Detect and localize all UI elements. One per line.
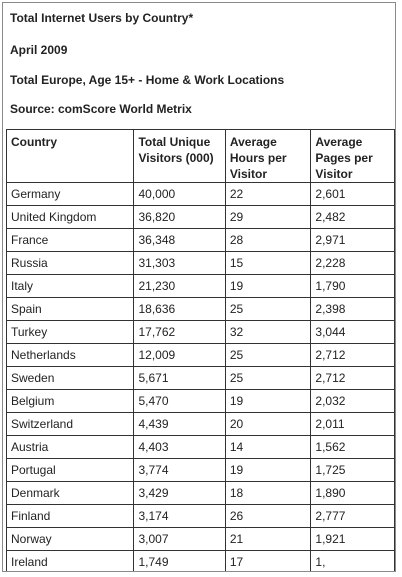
cell-country: Netherlands (5, 343, 135, 367)
cell-country: Russia (5, 251, 135, 275)
cell-hours: 21 (224, 527, 312, 551)
cell-country: Spain (5, 297, 135, 321)
report-source: Source: comScore World Metrix (10, 102, 192, 116)
cell-pages: 2,228 (310, 251, 395, 275)
cell-country: Sweden (5, 366, 135, 390)
table-row: Spain 18,636 25 2,398 (5, 297, 395, 321)
report-title: Total Internet Users by Country* (10, 11, 194, 25)
table-row: United Kingdom 36,820 29 2,482 (5, 205, 395, 229)
cell-country: Italy (5, 274, 135, 298)
column-header-hours: Average Hours per Visitor (224, 129, 312, 183)
cell-visitors: 36,348 (133, 228, 226, 252)
cell-pages: 2,777 (310, 504, 395, 528)
cell-visitors: 18,636 (133, 297, 226, 321)
cell-pages: 2,398 (310, 297, 395, 321)
cell-pages: 2,601 (310, 182, 395, 206)
cell-pages: 1,725 (310, 458, 395, 482)
cell-pages: 1,562 (310, 435, 395, 459)
table-row: Austria 4,403 14 1,562 (5, 435, 395, 459)
cell-country: France (5, 228, 135, 252)
cell-pages: 1,921 (310, 527, 395, 551)
cell-hours: 17 (224, 550, 312, 571)
cell-country: United Kingdom (5, 205, 135, 229)
table-row: Italy 21,230 19 1,790 (5, 274, 395, 298)
cell-country: Austria (5, 435, 135, 459)
table-row: France 36,348 28 2,971 (5, 228, 395, 252)
cell-pages: 1,890 (310, 481, 395, 505)
cell-visitors: 21,230 (133, 274, 226, 298)
cell-visitors: 12,009 (133, 343, 226, 367)
column-header-visitors: Total Unique Visitors (000) (133, 129, 226, 183)
cell-pages: 2,712 (310, 343, 395, 367)
cell-visitors: 17,762 (133, 320, 226, 344)
cell-visitors: 4,439 (133, 412, 226, 436)
cell-visitors: 3,774 (133, 458, 226, 482)
cell-visitors: 31,303 (133, 251, 226, 275)
table-row: Belgium 5,470 19 2,032 (5, 389, 395, 413)
visitors-table: Country Total Unique Visitors (000) Aver… (5, 129, 395, 571)
cell-pages: 2,971 (310, 228, 395, 252)
cell-pages: 2,032 (310, 389, 395, 413)
cell-visitors: 5,470 (133, 389, 226, 413)
table-row: Switzerland 4,439 20 2,011 (5, 412, 395, 436)
cell-country: Germany (5, 182, 135, 206)
cell-visitors: 1,749 (133, 550, 226, 571)
document-frame: Total Internet Users by Country* April 2… (2, 2, 396, 572)
cell-country: Finland (5, 504, 135, 528)
cell-hours: 32 (224, 320, 312, 344)
cell-visitors: 3,174 (133, 504, 226, 528)
cell-pages: 3,044 (310, 320, 395, 344)
cell-hours: 19 (224, 389, 312, 413)
table-row: Russia 31,303 15 2,228 (5, 251, 395, 275)
report-scope: Total Europe, Age 15+ - Home & Work Loca… (10, 73, 285, 87)
cell-hours: 25 (224, 366, 312, 390)
cell-pages: 1,790 (310, 274, 395, 298)
cell-hours: 28 (224, 228, 312, 252)
cell-visitors: 40,000 (133, 182, 226, 206)
table-row: Netherlands 12,009 25 2,712 (5, 343, 395, 367)
cell-country: Belgium (5, 389, 135, 413)
cell-hours: 22 (224, 182, 312, 206)
column-header-country: Country (5, 129, 135, 183)
report-header: Total Internet Users by Country* April 2… (3, 8, 395, 120)
table-header-row: Country Total Unique Visitors (000) Aver… (5, 129, 395, 183)
table-row: Portugal 3,774 19 1,725 (5, 458, 395, 482)
cell-visitors: 5,671 (133, 366, 226, 390)
cell-country: Denmark (5, 481, 135, 505)
cell-visitors: 3,429 (133, 481, 226, 505)
report-date: April 2009 (10, 43, 68, 57)
cell-country: Ireland (5, 550, 135, 571)
cell-hours: 15 (224, 251, 312, 275)
table-row: Denmark 3,429 18 1,890 (5, 481, 395, 505)
cell-pages: 2,011 (310, 412, 395, 436)
cell-visitors: 36,820 (133, 205, 226, 229)
cell-country: Portugal (5, 458, 135, 482)
cell-country: Norway (5, 527, 135, 551)
table-row: Ireland 1,749 17 1, (5, 550, 395, 571)
table-body: Germany 40,000 22 2,601 United Kingdom 36,820… (5, 182, 395, 571)
cell-hours: 29 (224, 205, 312, 229)
cell-pages: 2,712 (310, 366, 395, 390)
cell-hours: 14 (224, 435, 312, 459)
cell-hours: 19 (224, 274, 312, 298)
table-row: Finland 3,174 26 2,777 (5, 504, 395, 528)
cell-visitors: 4,403 (133, 435, 226, 459)
cell-hours: 19 (224, 458, 312, 482)
cell-hours: 20 (224, 412, 312, 436)
table-row: Turkey 17,762 32 3,044 (5, 320, 395, 344)
cell-pages: 2,482 (310, 205, 395, 229)
cell-pages: 1, (310, 550, 395, 571)
cell-hours: 25 (224, 343, 312, 367)
cell-visitors: 3,007 (133, 527, 226, 551)
cell-hours: 26 (224, 504, 312, 528)
column-header-pages: Average Pages per Visitor (310, 129, 395, 183)
table-row: Germany 40,000 22 2,601 (5, 182, 395, 206)
cell-hours: 25 (224, 297, 312, 321)
cell-country: Switzerland (5, 412, 135, 436)
table-row: Sweden 5,671 25 2,712 (5, 366, 395, 390)
cell-country: Turkey (5, 320, 135, 344)
table-row: Norway 3,007 21 1,921 (5, 527, 395, 551)
cell-hours: 18 (224, 481, 312, 505)
